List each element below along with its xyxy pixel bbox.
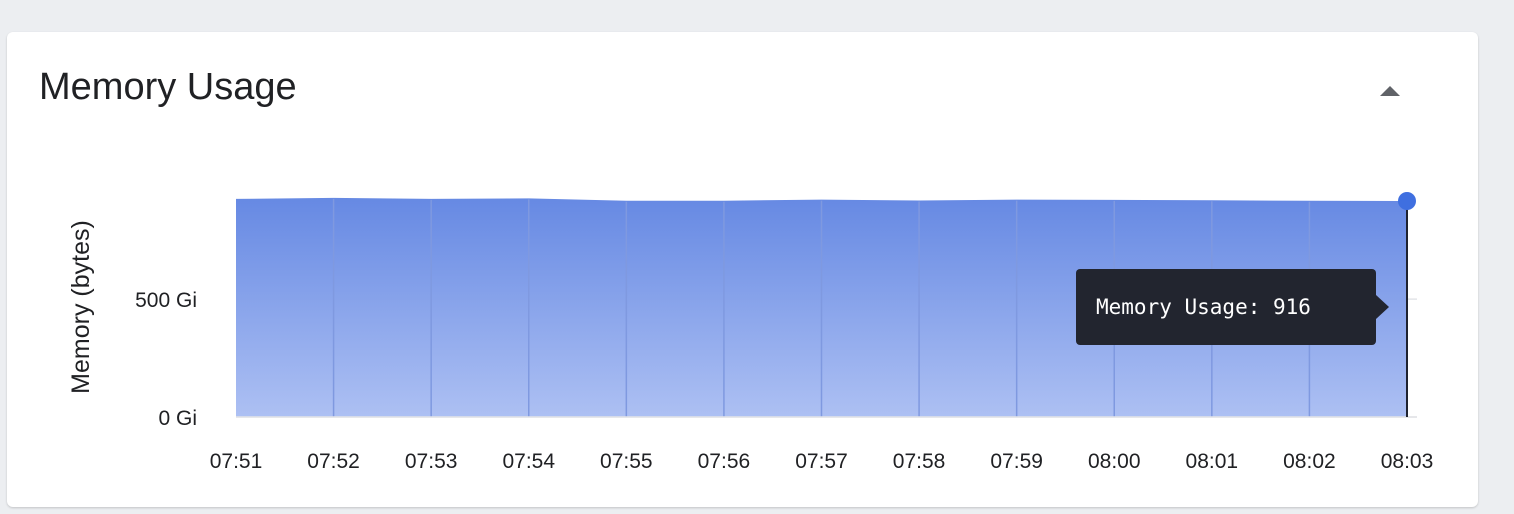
tooltip-arrow (1376, 295, 1389, 319)
x-axis-tick-labels: 07:51 07:52 07:53 07:54 07:55 07:56 07:57 07:58… (210, 450, 1434, 473)
x-tick-label: 07:56 (698, 450, 751, 473)
x-tick-label: 07:58 (893, 450, 946, 473)
x-tick-label: 08:01 (1186, 450, 1239, 473)
x-tick-label: 07:54 (502, 450, 555, 473)
x-tick-label: 07:52 (307, 450, 360, 473)
x-tick-label: 07:57 (795, 450, 848, 473)
tooltip-text: Memory Usage: 916 (1096, 295, 1311, 319)
x-tick-label: 08:03 (1381, 450, 1434, 473)
x-tick-label: 07:51 (210, 450, 263, 473)
y-axis-title: Memory (bytes) (67, 220, 95, 394)
y-tick-label: 0 Gi (158, 407, 197, 430)
x-tick-label: 08:02 (1283, 450, 1336, 473)
highlighted-point[interactable] (1398, 192, 1416, 210)
x-tick-label: 07:59 (990, 450, 1043, 473)
y-axis-tick-labels: 0 Gi 500 Gi (135, 289, 197, 430)
x-tick-label: 07:55 (600, 450, 653, 473)
tooltip: Memory Usage: 916 (1076, 269, 1376, 345)
y-tick-label: 500 Gi (135, 289, 197, 312)
x-tick-label: 07:53 (405, 450, 458, 473)
x-tick-label: 08:00 (1088, 450, 1141, 473)
